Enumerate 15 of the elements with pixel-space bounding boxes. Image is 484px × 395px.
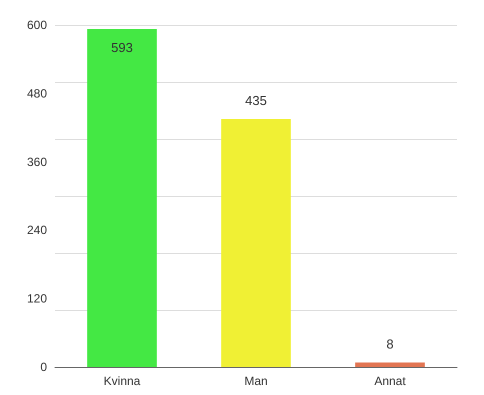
data-label: 435	[245, 93, 267, 108]
y-tick-label: 600	[26, 18, 48, 32]
y-tick-label: 120	[26, 292, 48, 306]
bar	[355, 362, 425, 367]
y-tick-label: 480	[26, 86, 48, 100]
bar	[221, 119, 291, 367]
y-tick-label: 360	[26, 154, 48, 169]
bar	[87, 28, 157, 367]
x-tick-label: Man	[244, 374, 268, 388]
data-label: 8	[386, 336, 394, 352]
y-tick-label: 240	[26, 223, 48, 238]
x-tick-label: Annat	[374, 374, 406, 388]
x-tick-label: Kvinna	[104, 374, 141, 388]
y-tick-label: 0	[40, 360, 48, 374]
data-label: 593	[111, 40, 133, 55]
